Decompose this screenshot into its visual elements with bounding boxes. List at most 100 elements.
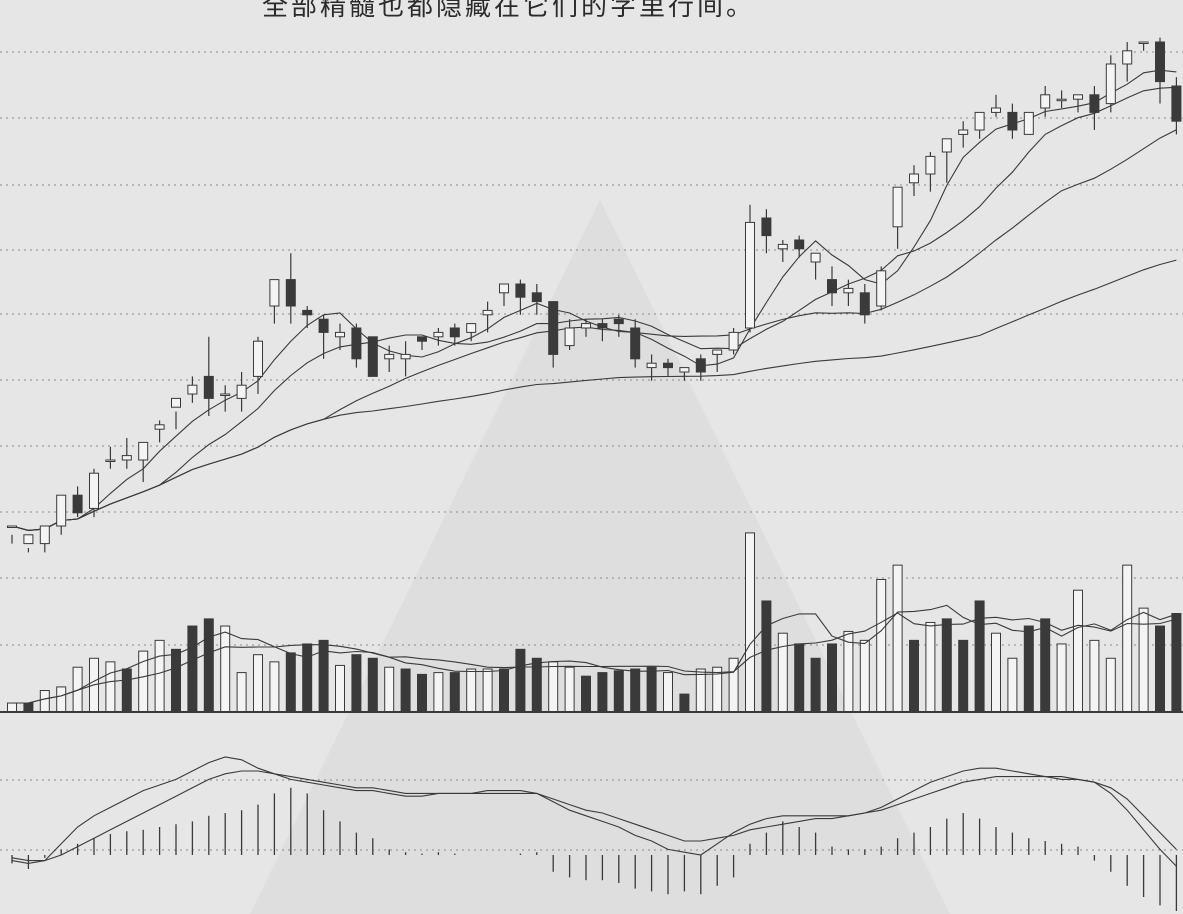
volume-bar <box>843 630 854 713</box>
candle-body <box>1155 41 1165 83</box>
watermark-triangle <box>250 200 950 914</box>
candle-body <box>548 301 559 355</box>
volume-bar <box>253 654 263 713</box>
volume-bar <box>859 639 870 713</box>
candle-body <box>909 173 919 184</box>
volume-bar <box>515 648 526 713</box>
volume-bar <box>1105 657 1116 713</box>
volume-bar <box>564 666 575 713</box>
volume-bar <box>449 672 460 713</box>
volume-bar <box>236 672 247 713</box>
candle-body <box>285 279 296 307</box>
candle-body <box>121 455 132 461</box>
volume-bar <box>695 668 706 713</box>
volume-bar <box>39 690 50 713</box>
candlestick-series <box>7 37 1182 553</box>
volume-bar <box>499 668 509 713</box>
volume-ma-10-line <box>12 612 1177 704</box>
volume-bar <box>679 693 690 713</box>
candle-body <box>728 331 739 351</box>
volume-bar <box>646 666 657 713</box>
candle-body <box>794 239 805 250</box>
candle-body <box>351 327 362 360</box>
candle-body <box>1171 85 1182 122</box>
volume-bar <box>794 643 805 713</box>
candle-body <box>991 107 1001 113</box>
candle-body <box>958 129 969 135</box>
candle-body <box>564 327 575 347</box>
volume-bar <box>482 668 493 713</box>
volume-bar <box>105 661 116 713</box>
volume-bar <box>531 657 542 713</box>
volume-bar <box>367 657 378 713</box>
ma-5-line <box>11 69 1177 531</box>
candle-body <box>1105 63 1116 105</box>
volume-bar <box>892 564 903 713</box>
candle-body <box>367 336 378 377</box>
candle-body <box>56 494 67 527</box>
candle-body <box>1073 94 1083 100</box>
volume-bar <box>1023 625 1034 713</box>
candle-body <box>318 318 329 333</box>
candle-body <box>203 375 214 399</box>
candle-body <box>941 138 952 153</box>
candle-body <box>253 340 263 377</box>
candle-body <box>23 534 34 545</box>
volume-bar <box>1007 657 1018 713</box>
candle-body <box>810 252 821 263</box>
candle-body <box>843 287 854 294</box>
candle-body <box>859 292 870 316</box>
candle-body <box>663 362 673 369</box>
candle-body <box>1023 111 1034 135</box>
volume-bar <box>581 675 591 713</box>
candle-body <box>400 353 411 360</box>
volume-bar <box>121 668 132 713</box>
volume-bar <box>597 672 608 713</box>
macd-dea-line <box>11 770 1177 862</box>
macd-panel <box>11 756 1178 911</box>
candle-body <box>515 283 526 298</box>
candle-body <box>384 353 395 360</box>
volume-bar <box>613 670 624 713</box>
candle-body <box>1089 94 1100 113</box>
volume-bar <box>1056 643 1067 713</box>
candle-body <box>1056 98 1067 102</box>
candle-body <box>39 525 50 545</box>
candle-body <box>7 525 17 528</box>
candle-body <box>1138 41 1149 44</box>
candle-body <box>630 327 641 360</box>
volume-bar <box>1122 564 1133 713</box>
ma-60-line <box>11 259 1177 531</box>
volume-bar <box>810 657 821 713</box>
volume-bar <box>302 643 313 713</box>
candle-body <box>433 331 444 338</box>
ma-10-line <box>11 86 1177 531</box>
volume-bar <box>384 666 395 713</box>
candle-body <box>466 323 477 333</box>
candle-body <box>187 384 198 395</box>
candle-body <box>827 279 837 294</box>
candle-body <box>679 367 690 373</box>
volume-bars <box>7 532 1182 713</box>
candle-body <box>236 384 247 399</box>
candle-body <box>482 309 493 316</box>
candle-body <box>449 327 460 338</box>
candle-body <box>1007 111 1018 131</box>
volume-bar <box>351 654 362 713</box>
volume-bar <box>1171 613 1182 713</box>
macd-dif-line <box>11 756 1177 867</box>
volume-bar <box>958 639 969 713</box>
candle-body <box>335 331 345 338</box>
candle-body <box>138 441 149 461</box>
candle-body <box>89 472 99 509</box>
volume-bar <box>876 578 887 713</box>
volume-bar <box>745 532 755 713</box>
volume-bar <box>991 632 1001 713</box>
candle-body <box>72 494 83 514</box>
volume-bar <box>909 639 919 713</box>
caption-text: 全部精髓也都隐藏在它们的字里行间。 <box>262 0 756 22</box>
volume-bar <box>7 702 17 713</box>
volume-bar <box>1040 618 1051 713</box>
